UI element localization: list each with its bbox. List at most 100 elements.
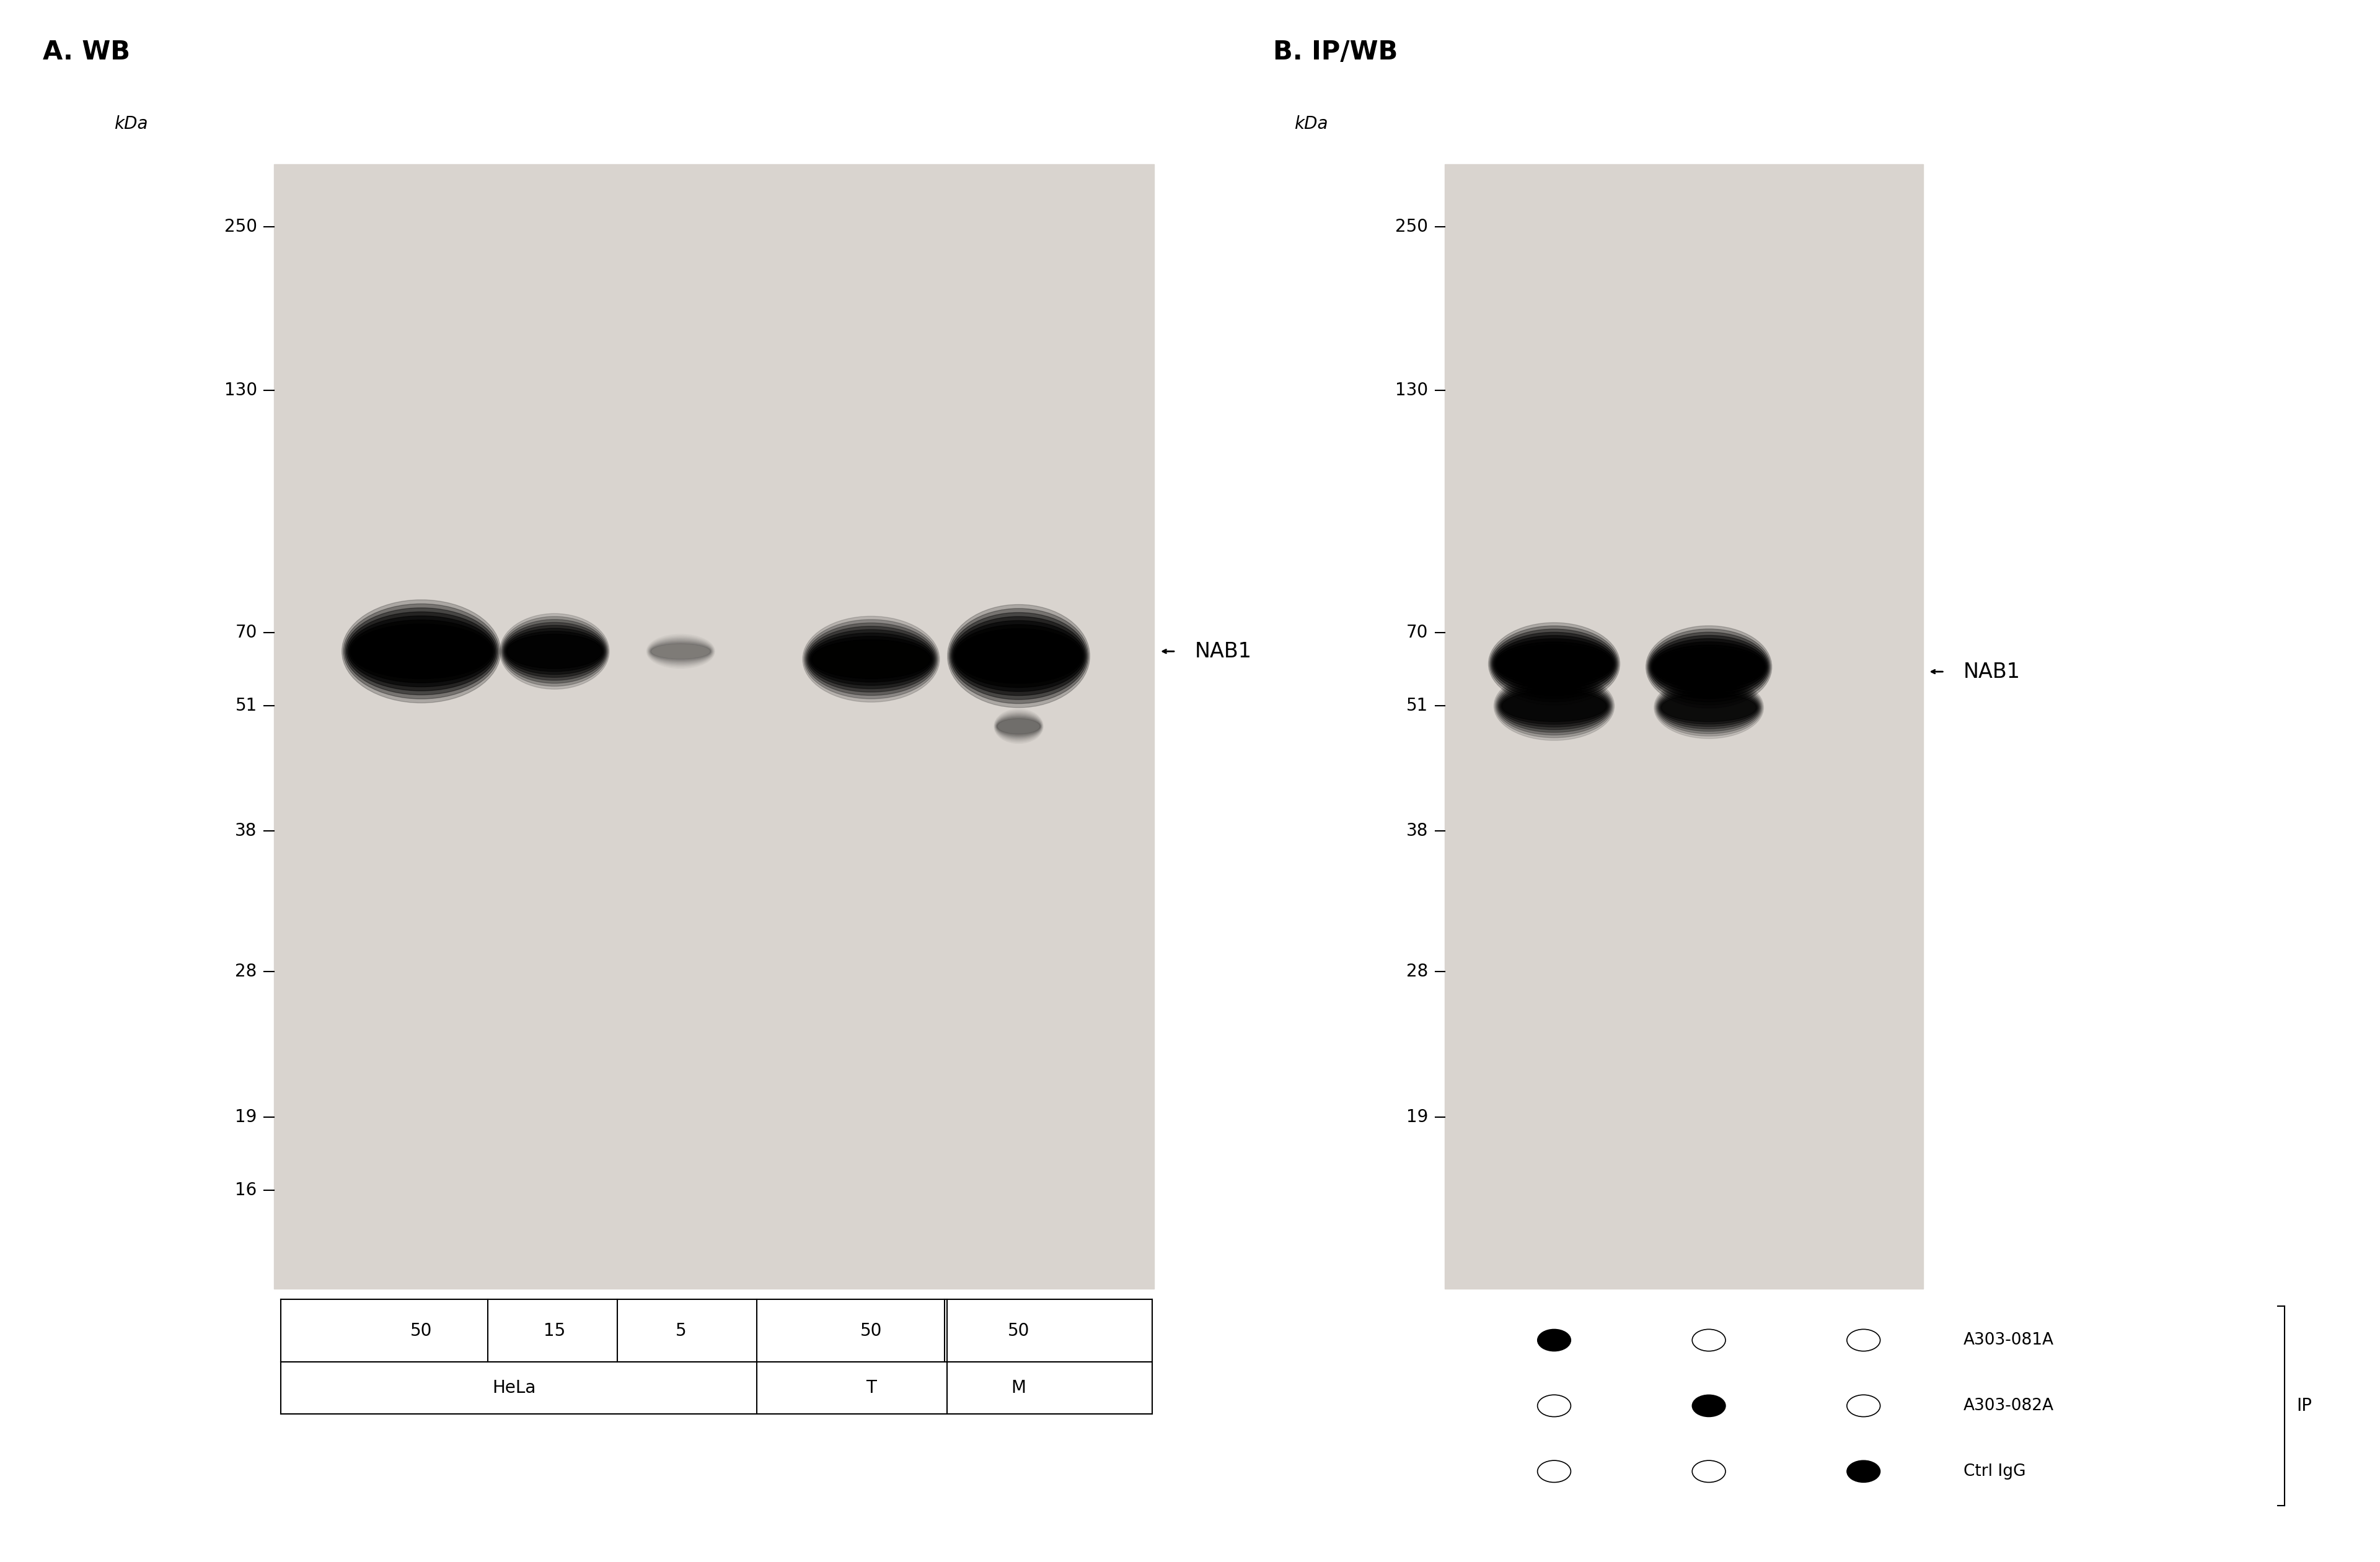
Ellipse shape	[505, 625, 605, 678]
Ellipse shape	[1499, 683, 1609, 729]
Ellipse shape	[947, 604, 1090, 708]
Ellipse shape	[1656, 684, 1761, 731]
Ellipse shape	[1661, 694, 1756, 722]
Ellipse shape	[507, 631, 602, 672]
Ellipse shape	[995, 714, 1042, 739]
Bar	[274, 164, 1154, 1289]
Text: kDa: kDa	[1295, 116, 1328, 133]
Ellipse shape	[950, 612, 1088, 700]
Text: NAB1: NAB1	[1195, 640, 1252, 662]
Ellipse shape	[1661, 690, 1756, 725]
Text: 19: 19	[236, 1107, 257, 1126]
Ellipse shape	[1649, 636, 1768, 698]
Ellipse shape	[502, 622, 607, 681]
Text: Ctrl IgG: Ctrl IgG	[1963, 1464, 2025, 1479]
Text: 50: 50	[1007, 1321, 1031, 1340]
Ellipse shape	[950, 609, 1088, 703]
Ellipse shape	[347, 612, 495, 690]
Text: T: T	[866, 1379, 876, 1396]
Ellipse shape	[1656, 681, 1761, 734]
Ellipse shape	[1654, 648, 1764, 686]
Ellipse shape	[1654, 645, 1764, 689]
Circle shape	[1692, 1395, 1726, 1417]
Ellipse shape	[952, 620, 1085, 692]
Ellipse shape	[809, 636, 933, 683]
Ellipse shape	[1490, 629, 1618, 698]
Text: 130: 130	[1395, 381, 1428, 400]
Text: 250: 250	[1395, 217, 1428, 236]
Ellipse shape	[343, 600, 500, 703]
Ellipse shape	[995, 712, 1042, 740]
Ellipse shape	[954, 628, 1083, 684]
Text: 38: 38	[236, 822, 257, 840]
Ellipse shape	[802, 615, 940, 703]
Ellipse shape	[1654, 676, 1764, 739]
Text: M: M	[1011, 1379, 1026, 1396]
Text: kDa: kDa	[114, 116, 148, 133]
Ellipse shape	[1495, 642, 1614, 686]
Text: 51: 51	[236, 697, 257, 715]
Text: 5: 5	[676, 1321, 685, 1340]
Ellipse shape	[650, 639, 712, 664]
Ellipse shape	[997, 719, 1040, 734]
Ellipse shape	[350, 623, 493, 679]
Ellipse shape	[997, 715, 1040, 737]
Text: A303-081A: A303-081A	[1963, 1332, 2054, 1348]
Text: 19: 19	[1407, 1107, 1428, 1126]
Text: 50: 50	[859, 1321, 883, 1340]
Ellipse shape	[807, 629, 935, 689]
Ellipse shape	[809, 633, 933, 686]
Text: A. WB: A. WB	[43, 39, 131, 66]
Ellipse shape	[1497, 679, 1611, 733]
Ellipse shape	[1492, 636, 1616, 692]
Text: 130: 130	[224, 381, 257, 400]
Ellipse shape	[652, 644, 709, 659]
Text: 15: 15	[543, 1321, 566, 1340]
Ellipse shape	[505, 628, 605, 675]
Text: A303-082A: A303-082A	[1963, 1398, 2054, 1414]
Text: 70: 70	[1407, 623, 1428, 642]
Text: 28: 28	[236, 962, 257, 981]
Ellipse shape	[1654, 679, 1764, 736]
Ellipse shape	[347, 615, 495, 687]
Ellipse shape	[1647, 629, 1771, 704]
Text: 51: 51	[1407, 697, 1428, 715]
Ellipse shape	[1497, 676, 1611, 736]
Ellipse shape	[995, 714, 1042, 739]
Circle shape	[1537, 1329, 1571, 1351]
Ellipse shape	[500, 614, 609, 689]
Ellipse shape	[650, 642, 712, 661]
Ellipse shape	[804, 620, 938, 698]
Ellipse shape	[812, 640, 931, 678]
Ellipse shape	[500, 617, 609, 686]
Ellipse shape	[1659, 686, 1759, 729]
Ellipse shape	[1488, 623, 1621, 704]
Ellipse shape	[650, 640, 712, 662]
Text: 28: 28	[1407, 962, 1428, 981]
Ellipse shape	[345, 608, 497, 695]
Ellipse shape	[954, 625, 1083, 687]
Ellipse shape	[1502, 690, 1606, 722]
Ellipse shape	[1499, 686, 1609, 726]
Ellipse shape	[647, 639, 714, 664]
Ellipse shape	[1497, 645, 1611, 683]
Ellipse shape	[1495, 672, 1614, 740]
Ellipse shape	[1649, 633, 1768, 701]
Ellipse shape	[1652, 642, 1766, 692]
Ellipse shape	[343, 604, 500, 698]
Ellipse shape	[1659, 689, 1759, 726]
Ellipse shape	[502, 620, 607, 683]
Ellipse shape	[1495, 639, 1614, 689]
Ellipse shape	[952, 617, 1085, 695]
Ellipse shape	[1502, 687, 1606, 725]
Ellipse shape	[507, 634, 602, 669]
Text: HeLa: HeLa	[493, 1379, 536, 1396]
Ellipse shape	[807, 626, 935, 692]
Ellipse shape	[1492, 633, 1616, 695]
Ellipse shape	[1495, 675, 1614, 737]
Text: 50: 50	[409, 1321, 433, 1340]
Text: 38: 38	[1407, 822, 1428, 840]
Ellipse shape	[1647, 626, 1771, 708]
Circle shape	[1847, 1460, 1880, 1482]
Text: 16: 16	[236, 1181, 257, 1200]
